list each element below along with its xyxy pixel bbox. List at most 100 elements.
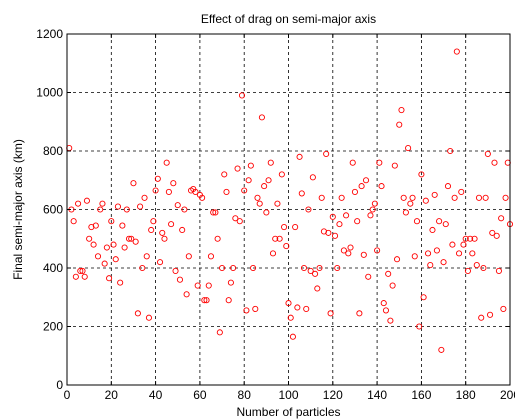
data-point [145, 314, 153, 321]
y-tick-label: 400 [43, 261, 63, 275]
data-point [287, 314, 294, 321]
data-point [305, 206, 312, 213]
data-point [331, 232, 339, 239]
data-point [90, 241, 97, 248]
data-point [156, 259, 164, 266]
data-point [447, 147, 454, 155]
data-point [243, 307, 250, 314]
data-point [407, 200, 414, 207]
data-point [214, 235, 221, 242]
data-point [92, 222, 99, 229]
data-points [66, 48, 514, 353]
data-point [389, 282, 396, 289]
data-point [396, 121, 403, 128]
data-point [382, 307, 390, 314]
data-point [493, 232, 500, 239]
data-point [391, 162, 398, 169]
y-tick-label: 600 [43, 203, 63, 217]
data-point [385, 270, 392, 277]
y-tick-label: 1000 [36, 86, 63, 100]
data-point [338, 194, 345, 201]
data-point [471, 235, 478, 242]
data-point [210, 209, 217, 216]
data-point [371, 200, 378, 207]
data-point [143, 253, 150, 260]
data-point [329, 213, 336, 220]
data-point [218, 264, 226, 272]
x-tick-labels: 0 20 40 60 80 100 120 140 160 180 200 [64, 388, 515, 402]
data-point [416, 323, 423, 330]
data-point [323, 150, 330, 157]
data-point [343, 212, 350, 219]
data-point [139, 264, 146, 272]
data-point [174, 202, 181, 209]
data-point [462, 235, 469, 242]
x-tick-label: 160 [411, 388, 431, 402]
x-tick-label: 120 [323, 388, 343, 402]
data-point [274, 200, 281, 207]
data-point [106, 275, 113, 282]
x-tick-label: 0 [64, 388, 71, 402]
data-point [148, 226, 155, 234]
data-point [161, 235, 168, 242]
data-point [398, 107, 405, 114]
data-point [327, 310, 334, 317]
data-point [500, 305, 507, 313]
x-tick-label: 40 [149, 388, 163, 402]
data-point [168, 221, 175, 228]
data-point [261, 183, 268, 190]
x-tick-label: 60 [193, 388, 207, 402]
data-point [77, 267, 84, 274]
data-point [130, 180, 137, 187]
data-point [172, 267, 179, 274]
data-point [316, 264, 323, 272]
data-point [132, 238, 139, 245]
data-point [207, 253, 215, 260]
data-point [121, 244, 128, 251]
data-point [192, 188, 199, 195]
y-tick-label: 800 [43, 144, 63, 158]
data-point [216, 329, 223, 336]
data-point [183, 291, 190, 298]
data-point [86, 235, 93, 242]
data-point [451, 194, 458, 201]
data-point [236, 218, 243, 225]
data-point [413, 218, 421, 225]
data-point [453, 48, 460, 55]
data-point [252, 305, 259, 313]
data-point [83, 197, 90, 204]
data-point [150, 218, 157, 225]
data-point [473, 262, 480, 269]
data-point [498, 215, 505, 222]
data-point [123, 206, 130, 213]
data-point [360, 251, 367, 258]
data-point [163, 159, 170, 166]
data-point [205, 282, 212, 289]
data-point [99, 200, 106, 207]
data-point [152, 187, 159, 194]
data-point [223, 188, 230, 195]
data-point [154, 175, 161, 182]
data-point [114, 203, 121, 210]
data-point [179, 226, 186, 234]
data-point [376, 159, 383, 166]
data-point [347, 244, 354, 251]
data-point [170, 180, 177, 187]
data-point [418, 171, 425, 178]
data-point [303, 305, 310, 313]
data-point [281, 223, 288, 231]
data-point [97, 206, 104, 213]
data-point [256, 200, 263, 207]
y-axis-label: Final semi-major axis (km) [11, 139, 25, 280]
data-point [449, 241, 456, 248]
data-point [314, 285, 321, 292]
data-point [247, 162, 254, 169]
data-point [194, 282, 201, 289]
data-point [312, 270, 319, 277]
data-point [478, 314, 485, 321]
data-point [265, 177, 272, 184]
data-point [429, 226, 436, 234]
data-point [296, 153, 303, 160]
data-point [438, 346, 445, 353]
data-point [110, 241, 117, 248]
